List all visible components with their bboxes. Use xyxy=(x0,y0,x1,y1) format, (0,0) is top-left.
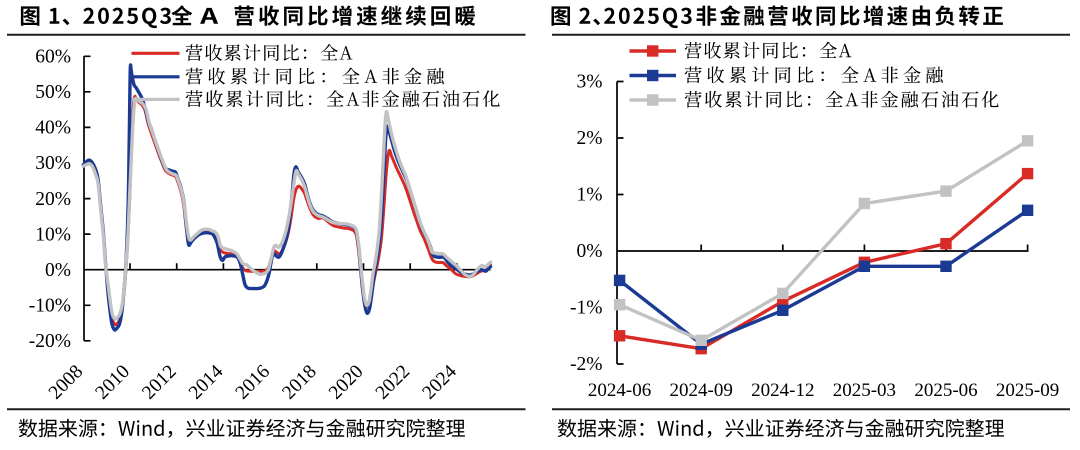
svg-text:20%: 20% xyxy=(35,189,71,210)
svg-text:2%: 2% xyxy=(577,128,603,149)
svg-text:2024-12: 2024-12 xyxy=(751,380,814,401)
svg-text:-20%: -20% xyxy=(29,331,71,352)
svg-text:60%: 60% xyxy=(35,47,71,68)
svg-text:3%: 3% xyxy=(577,72,603,93)
svg-text:-10%: -10% xyxy=(29,296,71,317)
svg-text:50%: 50% xyxy=(35,82,71,103)
svg-text:40%: 40% xyxy=(35,118,71,139)
svg-text:10%: 10% xyxy=(35,224,71,245)
svg-text:1%: 1% xyxy=(577,185,603,206)
svg-text:30%: 30% xyxy=(35,153,71,174)
svg-text:2024-06: 2024-06 xyxy=(588,380,651,401)
svg-text:0%: 0% xyxy=(45,260,71,281)
svg-text:2025-06: 2025-06 xyxy=(914,380,977,401)
svg-text:0%: 0% xyxy=(577,241,603,262)
svg-text:2025-09: 2025-09 xyxy=(996,380,1059,401)
svg-text:-2%: -2% xyxy=(570,354,603,375)
svg-text:-1%: -1% xyxy=(570,298,603,319)
svg-text:2025-03: 2025-03 xyxy=(833,380,896,401)
svg-text:2024-09: 2024-09 xyxy=(670,380,733,401)
